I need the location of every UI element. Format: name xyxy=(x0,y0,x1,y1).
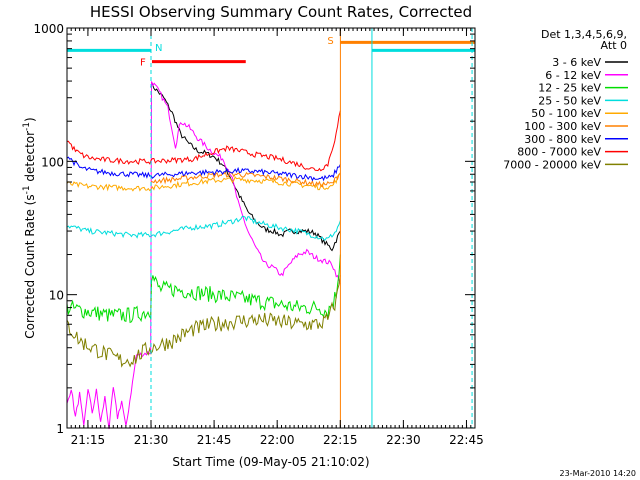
x-tick-label-3: 22:00 xyxy=(260,433,295,447)
series-line-5 xyxy=(150,171,341,188)
y-axis: 1 10 100 1000 xyxy=(33,22,475,436)
y-tick-label-1: 10 xyxy=(49,289,64,303)
legend-label-6: 300 - 800 keV xyxy=(524,133,601,146)
chart-title: HESSI Observing Summary Count Rates, Cor… xyxy=(90,3,472,21)
series-line-4 xyxy=(66,173,341,192)
y-tick-label-3: 1000 xyxy=(33,22,64,36)
x-tick-label-2: 21:45 xyxy=(197,433,232,447)
saa-flag-label: S xyxy=(327,36,333,47)
legend-label-8: 7000 - 20000 keV xyxy=(503,158,601,171)
y-axis-label-end: ) xyxy=(23,117,37,122)
x-tick-label-6: 22:45 xyxy=(449,433,484,447)
y-tick-label-0: 1 xyxy=(56,422,64,436)
series-line-0 xyxy=(150,82,341,252)
x-axis: 21:15 21:30 21:45 22:00 22:15 22:30 22:45 xyxy=(66,28,484,447)
legend-label-3: 25 - 50 keV xyxy=(538,94,601,107)
series-line-6 xyxy=(66,156,341,182)
legend-label-1: 6 - 12 keV xyxy=(545,69,601,82)
y-axis-label-middle: detector xyxy=(23,131,37,186)
y-tick-label-2: 100 xyxy=(41,155,64,169)
x-tick-label-0: 21:15 xyxy=(71,433,106,447)
legend-label-0: 3 - 6 keV xyxy=(552,56,601,69)
plot-frame xyxy=(66,27,476,429)
y-axis-label-start: Corrected Count Rate (s xyxy=(23,194,37,338)
night-flag-label: N xyxy=(155,43,162,54)
x-axis-label: Start Time (09-May-05 21:10:02) xyxy=(172,455,369,469)
x-tick-label-5: 22:30 xyxy=(386,433,421,447)
plot-timestamp: 23-Mar-2010 14:20 xyxy=(560,469,637,478)
legend-header-1: Att 0 xyxy=(601,39,627,52)
legend-label-5: 100 - 300 keV xyxy=(524,120,601,133)
y-axis-label-sup2: -1 xyxy=(22,122,32,131)
x-tick-label-1: 21:30 xyxy=(134,433,169,447)
series-line-2 xyxy=(66,254,341,324)
y-axis-label-sup1: -1 xyxy=(22,185,32,194)
legend-label-4: 50 - 100 keV xyxy=(531,107,601,120)
legend-label-7: 800 - 7000 keV xyxy=(517,146,601,159)
flare-flag-label: F xyxy=(140,58,146,69)
series-line-8 xyxy=(66,275,341,368)
series-line-3 xyxy=(66,215,341,241)
series-line-7 xyxy=(66,110,341,172)
legend-label-2: 12 - 25 keV xyxy=(538,82,601,95)
x-tick-label-4: 22:15 xyxy=(323,433,358,447)
legend-header-0: Det 1,3,4,5,6,9, xyxy=(541,28,627,41)
plot-marks: NF S xyxy=(66,28,475,430)
y-axis-label: Corrected Count Rate (s-1 detector-1) xyxy=(22,117,37,338)
series-line-1 xyxy=(66,81,341,430)
